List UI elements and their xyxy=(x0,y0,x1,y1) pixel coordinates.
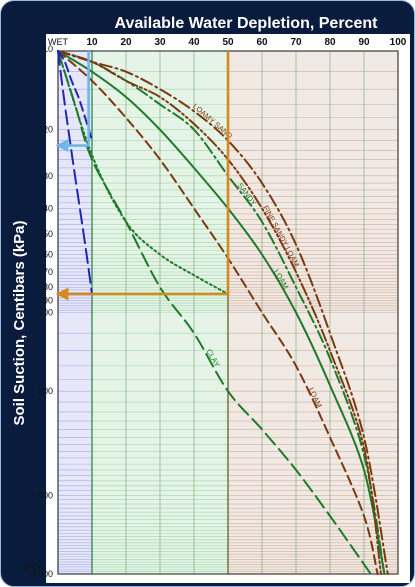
x-tick-label: 10 xyxy=(86,37,98,48)
soil-curves xyxy=(57,50,389,575)
series-line xyxy=(57,50,93,295)
blue-arrow xyxy=(55,51,90,153)
y-tick-label: 1000 xyxy=(33,569,53,579)
series-line xyxy=(57,50,229,295)
series-line xyxy=(57,50,382,575)
x-tick-labels: 10 20 30 40 50 60 70 80 90 100 xyxy=(86,37,406,48)
series-line xyxy=(57,50,386,575)
y-tick-label: 100 xyxy=(38,308,53,318)
orange-arrow xyxy=(55,51,230,301)
x-tick-label: 90 xyxy=(358,37,370,48)
series-line xyxy=(57,50,379,575)
y-tick-label: 30 xyxy=(43,171,53,181)
y-tick-label: 60 xyxy=(43,249,53,259)
y-tick-label: 20 xyxy=(43,125,53,135)
x-tick-label: 40 xyxy=(188,37,200,48)
y-tick-label: 90 xyxy=(43,296,53,306)
y-tick-label: 40 xyxy=(43,203,53,213)
x-tick-label: 100 xyxy=(390,37,407,48)
y-tick-label: 50 xyxy=(43,229,53,239)
series-line xyxy=(57,50,93,142)
x-tick-label: 50 xyxy=(222,37,234,48)
arrow-annotations xyxy=(55,51,230,301)
x-tick-label: 80 xyxy=(324,37,336,48)
x-start-label: WET xyxy=(48,37,68,47)
zone-brown xyxy=(227,50,399,575)
chart-title: Available Water Depletion, Percent xyxy=(115,15,379,32)
y-tick-label: 70 xyxy=(43,267,53,277)
y-tick-label: 200 xyxy=(38,386,53,396)
series-line xyxy=(57,50,389,575)
gridlines xyxy=(57,50,399,575)
series-line xyxy=(57,50,372,575)
y-end-label: DRY xyxy=(23,562,42,572)
y-tick-label: 500 xyxy=(38,490,53,500)
x-tick-label: 20 xyxy=(120,37,132,48)
y-tick-label: 10 xyxy=(43,44,53,54)
x-tick-label: 60 xyxy=(256,37,268,48)
y-axis-label: Soil Suction, Centibars (kPa) xyxy=(11,220,28,425)
x-tick-label: 70 xyxy=(290,37,302,48)
x-tick-label: 30 xyxy=(154,37,166,48)
y-tick-labels: 10 20 30 40 50 60 70 80 90 100 200 500 1000 xyxy=(33,44,53,579)
y-tick-label: 80 xyxy=(43,282,53,292)
